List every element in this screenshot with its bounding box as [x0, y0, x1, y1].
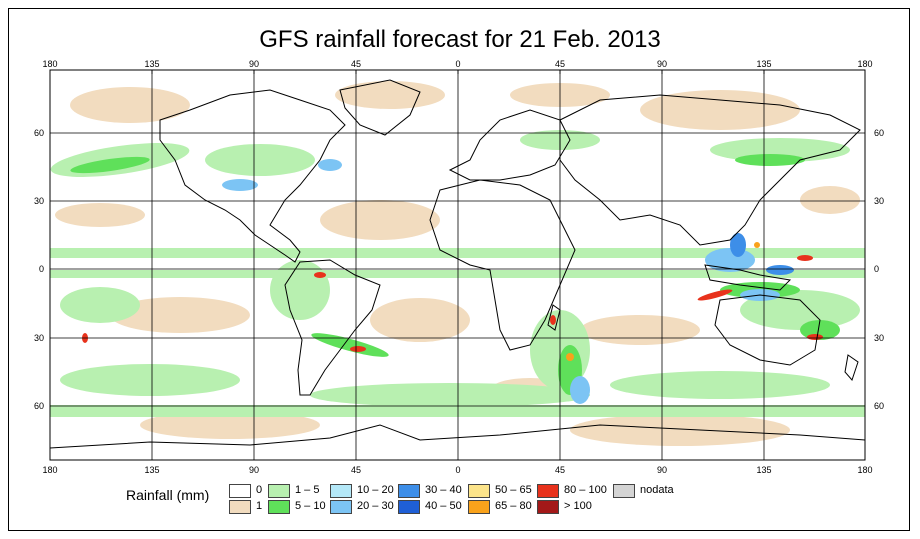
lon-label: 135	[756, 59, 771, 69]
rain-80-100mm-areas	[82, 255, 823, 352]
lon-label: 180	[42, 59, 57, 69]
legend-label: 1	[256, 500, 263, 512]
legend-swatch	[398, 484, 420, 498]
legend-label: 1 – 5	[295, 484, 320, 496]
lon-label: 135	[144, 465, 159, 475]
lat-label: 0	[874, 264, 879, 274]
lon-label: 180	[42, 465, 57, 475]
axis-ticks	[49, 70, 866, 74]
legend-swatch	[229, 484, 251, 498]
legend-swatch	[537, 484, 559, 498]
legend-swatch	[229, 500, 251, 514]
lon-label: 0	[455, 59, 460, 69]
legend-label: 5 – 10	[295, 500, 326, 512]
legend-swatch	[330, 484, 352, 498]
legend-label: 30 – 40	[425, 484, 462, 496]
lon-label: 45	[351, 59, 361, 69]
legend-label: 0	[256, 484, 263, 496]
legend-label: 40 – 50	[425, 500, 462, 512]
lon-label: 0	[455, 465, 460, 475]
rain-1mm-areas	[55, 81, 860, 446]
legend-swatch	[268, 484, 290, 498]
rain-30-40mm-areas	[730, 233, 794, 275]
lon-labels-top: 180 135 90 45 0 45 90 135 180	[42, 59, 872, 69]
lat-label: 30	[874, 196, 884, 206]
lat-label: 30	[34, 196, 44, 206]
legend-title: Rainfall (mm)	[126, 487, 210, 503]
figure-frame	[8, 8, 910, 531]
lat-label: 60	[874, 401, 884, 411]
lat-label: 60	[34, 401, 44, 411]
legend-label: > 100	[564, 500, 592, 512]
lat-label: 30	[874, 333, 884, 343]
rain-5-10mm-areas	[70, 154, 840, 395]
lon-label: 90	[249, 465, 259, 475]
lon-label: 90	[249, 59, 259, 69]
legend-label: 50 – 65	[495, 484, 532, 496]
lon-label: 45	[555, 59, 565, 69]
legend-label: 65 – 80	[495, 500, 532, 512]
lon-label: 135	[144, 59, 159, 69]
lat-label: 60	[874, 128, 884, 138]
legend-label: nodata	[640, 484, 674, 496]
lon-label: 45	[351, 465, 361, 475]
legend-swatch	[330, 500, 352, 514]
coastlines	[50, 79, 865, 449]
lon-label: 90	[657, 59, 667, 69]
lat-label: 30	[34, 333, 44, 343]
legend-swatch	[537, 500, 559, 514]
rain-65-80mm-areas	[566, 242, 760, 361]
legend-label: 80 – 100	[564, 484, 607, 496]
legend-swatch	[268, 500, 290, 514]
legend-swatch	[613, 484, 635, 498]
lon-label: 90	[657, 465, 667, 475]
lon-label: 45	[555, 465, 565, 475]
lon-label: 180	[857, 59, 872, 69]
legend-swatch	[468, 484, 490, 498]
lat-labels-right: 60 30 0 30 60	[874, 128, 884, 411]
legend-swatch	[468, 500, 490, 514]
legend-swatch	[398, 500, 420, 514]
legend-label: 20 – 30	[357, 500, 394, 512]
lat-labels-left: 60 30 0 30 60	[34, 128, 44, 411]
lat-label: 0	[39, 264, 44, 274]
map-title: GFS rainfall forecast for 21 Feb. 2013	[259, 26, 661, 53]
graticule	[50, 70, 865, 460]
lat-label: 60	[34, 128, 44, 138]
legend-label: 10 – 20	[357, 484, 394, 496]
lon-labels-bottom: 180 135 90 45 0 45 90 135 180	[42, 465, 872, 475]
rainfall-field	[50, 70, 865, 460]
lon-label: 135	[756, 465, 771, 475]
lon-label: 180	[857, 465, 872, 475]
